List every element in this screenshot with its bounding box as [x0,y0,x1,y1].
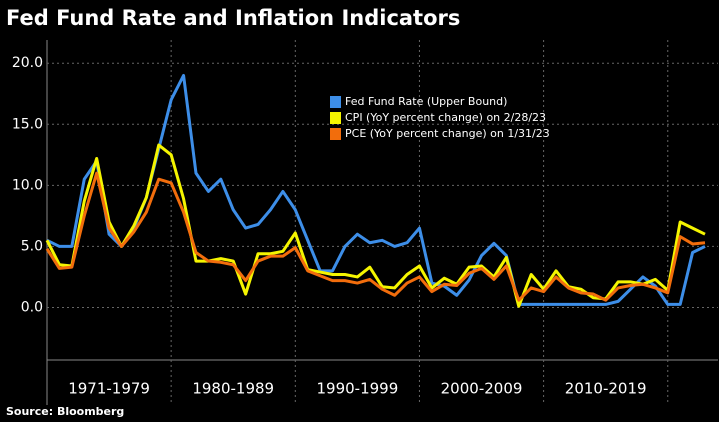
series-line [45,171,706,302]
y-tick-label: 0.0 [21,299,43,315]
x-period-label: 2000-2009 [441,380,523,398]
y-tick-label: 20.0 [12,55,43,71]
x-period-label: 1980-1989 [192,380,274,398]
series-line [45,143,706,308]
legend-swatch [330,96,341,108]
y-tick-label: 10.0 [12,177,43,193]
x-period-label: 2010-2019 [565,380,647,398]
x-period-label: 1971-1979 [68,380,150,398]
legend-label: Fed Fund Rate (Upper Bound) [345,95,507,108]
legend-label: PCE (YoY percent change) on 1/31/23 [345,127,550,140]
chart-title: Fed Fund Rate and Inflation Indicators [6,6,460,30]
legend-label: CPI (YoY percent change) on 2/28/23 [345,111,546,124]
y-tick-label: 15.0 [12,116,43,132]
source: Source: Bloomberg [6,405,124,418]
y-tick-label: 5.0 [21,238,43,254]
legend-swatch [330,112,341,124]
legend-swatch [330,128,341,140]
x-period-label: 1990-1999 [316,380,398,398]
